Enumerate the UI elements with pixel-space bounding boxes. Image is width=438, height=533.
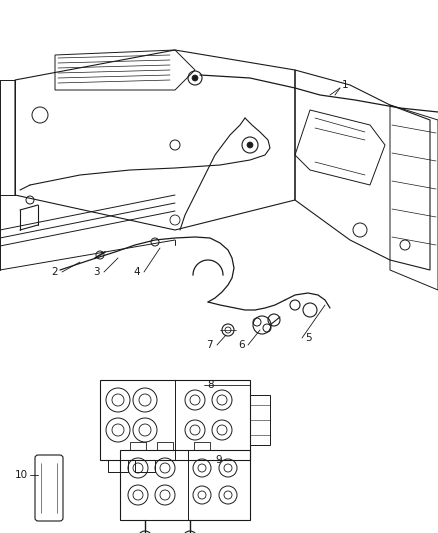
Text: 7: 7 xyxy=(206,340,213,350)
Text: 9: 9 xyxy=(215,455,222,465)
Text: 5: 5 xyxy=(305,333,311,343)
Circle shape xyxy=(192,75,198,81)
Text: 6: 6 xyxy=(238,340,245,350)
Bar xyxy=(120,450,250,520)
Text: 8: 8 xyxy=(207,380,214,390)
Text: 2: 2 xyxy=(51,267,58,277)
Text: 10: 10 xyxy=(15,470,28,480)
Bar xyxy=(100,380,250,460)
Bar xyxy=(250,395,270,445)
Text: 3: 3 xyxy=(93,267,100,277)
Text: 1: 1 xyxy=(342,80,349,90)
Text: 4: 4 xyxy=(134,267,140,277)
Circle shape xyxy=(247,142,253,148)
